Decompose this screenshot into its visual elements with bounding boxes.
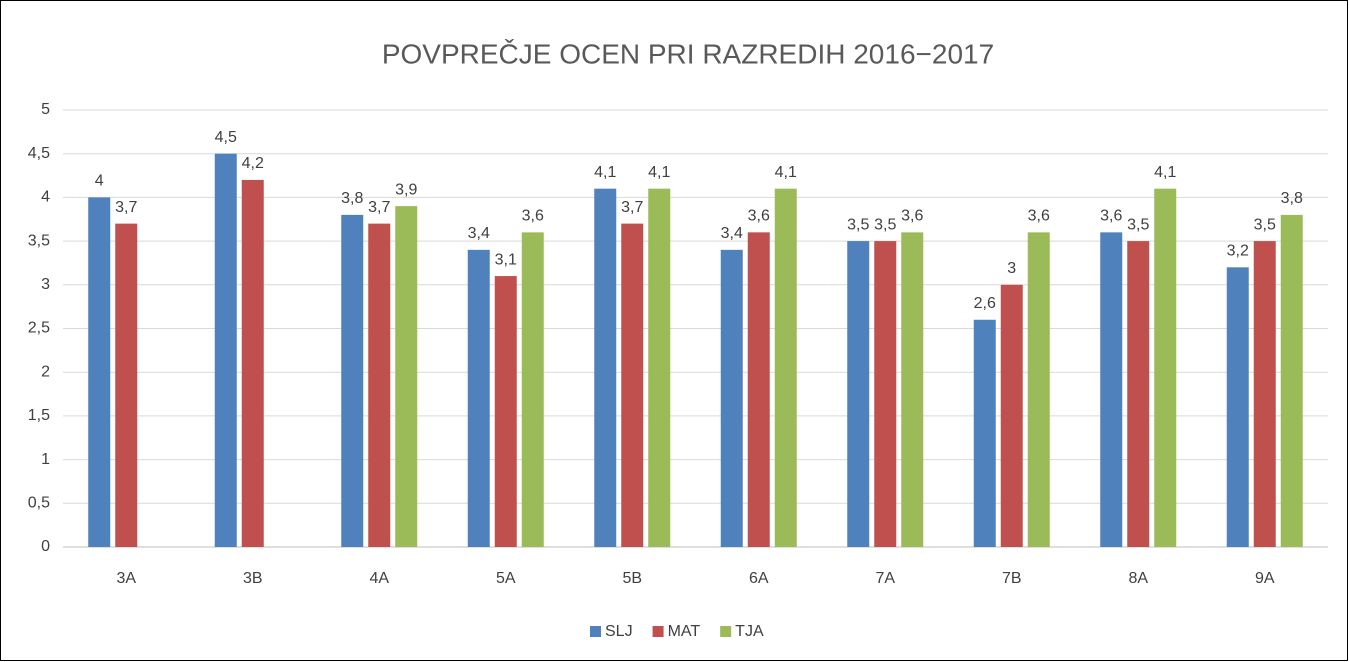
- legend-swatch: [590, 626, 601, 637]
- data-label: 3,9: [395, 181, 417, 198]
- bar: [1154, 188, 1177, 547]
- data-label: 4,1: [1154, 164, 1176, 181]
- x-tick-label: 3A: [116, 570, 136, 587]
- bar: [847, 241, 870, 547]
- data-label: 3,8: [1281, 190, 1303, 207]
- data-label: 2,6: [974, 295, 996, 312]
- data-label: 3,5: [1127, 216, 1149, 233]
- x-tick-label: 6A: [749, 570, 769, 587]
- data-label: 3,6: [901, 208, 923, 225]
- bar: [594, 188, 617, 547]
- y-tick-label: 4: [41, 189, 50, 206]
- y-tick-label: 4,5: [28, 145, 50, 162]
- bar: [720, 249, 743, 547]
- data-label: 3,6: [522, 208, 544, 225]
- bar: [1226, 267, 1249, 547]
- bar: [1027, 232, 1050, 548]
- data-label: 3,5: [847, 216, 869, 233]
- data-label: 3: [1007, 260, 1016, 277]
- data-label: 4,1: [775, 164, 797, 181]
- y-tick-label: 1,5: [28, 407, 50, 424]
- data-label: 3,1: [495, 251, 517, 268]
- bar: [874, 241, 897, 547]
- data-label: 3,7: [115, 199, 137, 216]
- x-tick-label: 3B: [243, 570, 263, 587]
- bar: [521, 232, 544, 548]
- data-label: 4,1: [648, 164, 670, 181]
- y-tick-label: 0,5: [28, 495, 50, 512]
- y-tick-label: 3,5: [28, 232, 50, 249]
- x-tick-label: 7A: [875, 570, 895, 587]
- data-label: 4: [95, 173, 104, 190]
- bar: [115, 223, 138, 547]
- bar: [1253, 241, 1276, 547]
- data-label: 3,6: [748, 208, 770, 225]
- chart-title: POVPREČJE OCEN PRI RAZREDIH 2016−2017: [382, 38, 994, 69]
- bar: [901, 232, 924, 548]
- x-tick-label: 7B: [1002, 570, 1022, 587]
- data-label: 3,5: [1254, 216, 1276, 233]
- bar: [973, 319, 996, 547]
- bar: [648, 188, 671, 547]
- x-tick-label: 5A: [496, 570, 516, 587]
- data-label: 3,5: [874, 216, 896, 233]
- y-tick-label: 2,5: [28, 320, 50, 337]
- y-tick-label: 2: [41, 363, 50, 380]
- bar: [747, 232, 770, 548]
- data-label: 4,5: [215, 129, 237, 146]
- legend-label: TJA: [735, 623, 764, 640]
- data-label: 4,2: [242, 155, 264, 172]
- data-label: 3,4: [721, 225, 743, 242]
- x-tick-label: 4A: [369, 570, 389, 587]
- y-tick-label: 1: [41, 451, 50, 468]
- legend-label: MAT: [668, 623, 701, 640]
- legend-label: SLJ: [605, 623, 633, 640]
- data-label: 3,2: [1227, 243, 1249, 260]
- bar: [1280, 214, 1303, 547]
- data-label: 3,6: [1100, 208, 1122, 225]
- bar: [88, 197, 111, 547]
- x-tick-label: 5B: [622, 570, 642, 587]
- bar: [494, 276, 517, 547]
- x-tick-label: 9A: [1255, 570, 1275, 587]
- y-tick-label: 3: [41, 276, 50, 293]
- bar: [1000, 284, 1023, 547]
- data-label: 3,7: [621, 199, 643, 216]
- x-tick-label: 8A: [1128, 570, 1148, 587]
- bar: [341, 214, 364, 547]
- bar: [1100, 232, 1123, 548]
- bar: [214, 153, 237, 547]
- data-label: 3,6: [1028, 208, 1050, 225]
- data-label: 3,8: [341, 190, 363, 207]
- bar: [395, 206, 418, 547]
- data-label: 3,7: [368, 199, 390, 216]
- y-tick-label: 0: [41, 538, 50, 555]
- bar: [368, 223, 391, 547]
- y-tick-label: 5: [41, 101, 50, 118]
- data-label: 3,4: [468, 225, 490, 242]
- data-label: 4,1: [594, 164, 616, 181]
- bar: [774, 188, 797, 547]
- bar: [467, 249, 490, 547]
- bar: [1127, 241, 1150, 547]
- bar: [241, 179, 264, 548]
- bar: [621, 223, 644, 547]
- legend-swatch: [652, 626, 664, 637]
- legend-swatch: [720, 626, 732, 637]
